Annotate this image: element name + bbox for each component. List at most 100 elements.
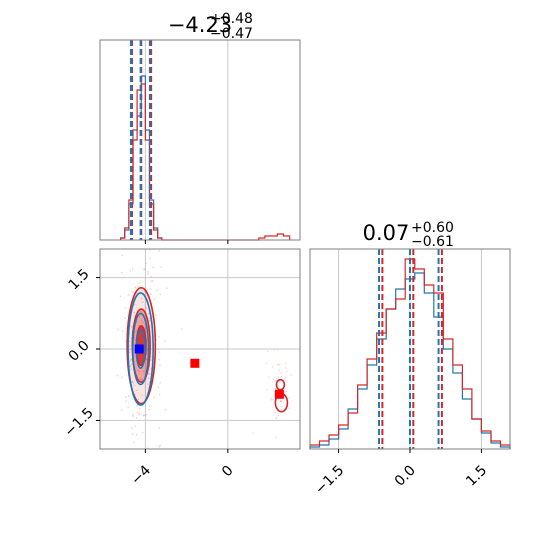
scatter-point — [140, 297, 143, 300]
scatter-point — [131, 427, 133, 429]
marker-square — [134, 344, 144, 354]
scatter-point — [153, 396, 155, 398]
scatter-point — [277, 364, 280, 366]
scatter-point — [269, 397, 272, 400]
scatter-point — [276, 348, 279, 351]
scatter-point — [121, 329, 124, 332]
scatter-point — [155, 289, 158, 292]
scatter-point — [288, 407, 291, 410]
scatter-point — [136, 404, 138, 407]
scatter-point — [128, 351, 131, 354]
scatter-point — [157, 386, 160, 389]
scatter-point — [279, 400, 282, 402]
scatter-point — [131, 268, 134, 270]
scatter-point — [124, 307, 127, 309]
scatter-point — [280, 405, 283, 408]
y-tick-label: 1.5 — [66, 266, 93, 293]
scatter-point — [135, 389, 138, 392]
scatter-point — [277, 414, 280, 417]
hist-param1-series-1 — [119, 83, 291, 241]
scatter-point — [164, 408, 167, 411]
hist-param1-title-sub: −0.47 — [210, 26, 253, 42]
contour-b-outlier — [275, 378, 286, 391]
scatter-point — [158, 250, 161, 252]
scatter-point — [158, 393, 161, 396]
scatter-point — [141, 378, 144, 381]
scatter-point — [277, 398, 280, 401]
scatter-point — [155, 314, 157, 316]
scatter-point — [145, 262, 147, 264]
scatter-point — [138, 412, 141, 415]
scatter-point — [159, 293, 162, 296]
scatter-point — [275, 416, 277, 419]
scatter-point — [278, 369, 281, 371]
scatter-point — [152, 266, 155, 269]
scatter-point — [160, 266, 163, 268]
scatter-point — [150, 276, 153, 278]
scatter-point — [268, 376, 270, 379]
scatter-point — [147, 383, 149, 385]
scatter-point — [125, 400, 127, 402]
scatter-point — [128, 345, 131, 347]
scatter-point — [159, 444, 161, 447]
scatter-point — [129, 360, 132, 362]
scatter-point — [132, 292, 135, 294]
scatter-point — [157, 348, 160, 351]
scatter-point — [142, 370, 145, 373]
scatter-point — [135, 433, 138, 436]
scatter-point — [116, 374, 119, 377]
scatter-point — [147, 272, 149, 275]
scatter-point — [149, 405, 151, 407]
scatter-point — [285, 362, 287, 364]
scatter-point — [142, 414, 145, 417]
scatter-point — [158, 427, 161, 429]
scatter-point — [148, 312, 150, 315]
scatter-point — [158, 446, 161, 448]
panel-hist-param1 — [99, 39, 301, 244]
scatter-point — [284, 377, 286, 380]
scatter-point — [137, 286, 139, 288]
scatter-point — [158, 351, 161, 353]
hist-param1-frame — [99, 39, 301, 241]
scatter-point — [148, 317, 151, 320]
scatter-point — [148, 319, 151, 322]
scatter-point — [130, 326, 133, 328]
scatter-point — [130, 358, 132, 361]
marker-square — [274, 389, 284, 399]
panel-scatter-2d: −4 0 1.5 0.0 −1.5 — [61, 248, 301, 488]
scatter-point — [136, 411, 139, 414]
scatter-point — [120, 409, 123, 411]
scatter-point — [138, 282, 141, 284]
scatter-point — [164, 339, 166, 342]
scatter-point — [131, 413, 134, 416]
scatter-point — [266, 389, 269, 391]
scatter-point — [138, 324, 140, 327]
scatter-point — [147, 372, 150, 375]
scatter-point — [125, 396, 127, 398]
scatter-point — [277, 376, 280, 378]
x-tick-label: 0.0 — [392, 463, 419, 490]
scatter-point — [120, 376, 123, 379]
scatter-point — [144, 327, 147, 329]
y-tick-label: −1.5 — [61, 405, 96, 440]
scatter-point — [129, 269, 132, 272]
scatter-point — [265, 362, 268, 365]
scatter-point — [127, 294, 130, 296]
scatter-point — [166, 287, 168, 290]
scatter-point — [150, 280, 153, 282]
scatter-point — [145, 414, 148, 416]
scatter-point — [271, 365, 274, 368]
scatter-point — [135, 416, 138, 419]
scatter-point — [145, 362, 148, 364]
panel-hist-param2: −1.5 0.0 1.5 — [309, 248, 511, 498]
scatter-point — [132, 415, 135, 417]
scatter-point — [158, 358, 160, 361]
scatter-point — [133, 354, 136, 357]
scatter-point — [274, 388, 277, 390]
scatter-point — [140, 378, 142, 381]
scatter-point — [145, 307, 148, 309]
hist-param2-title: 0.07 — [363, 221, 410, 245]
scatter-point — [284, 388, 287, 390]
scatter-point — [276, 377, 279, 380]
